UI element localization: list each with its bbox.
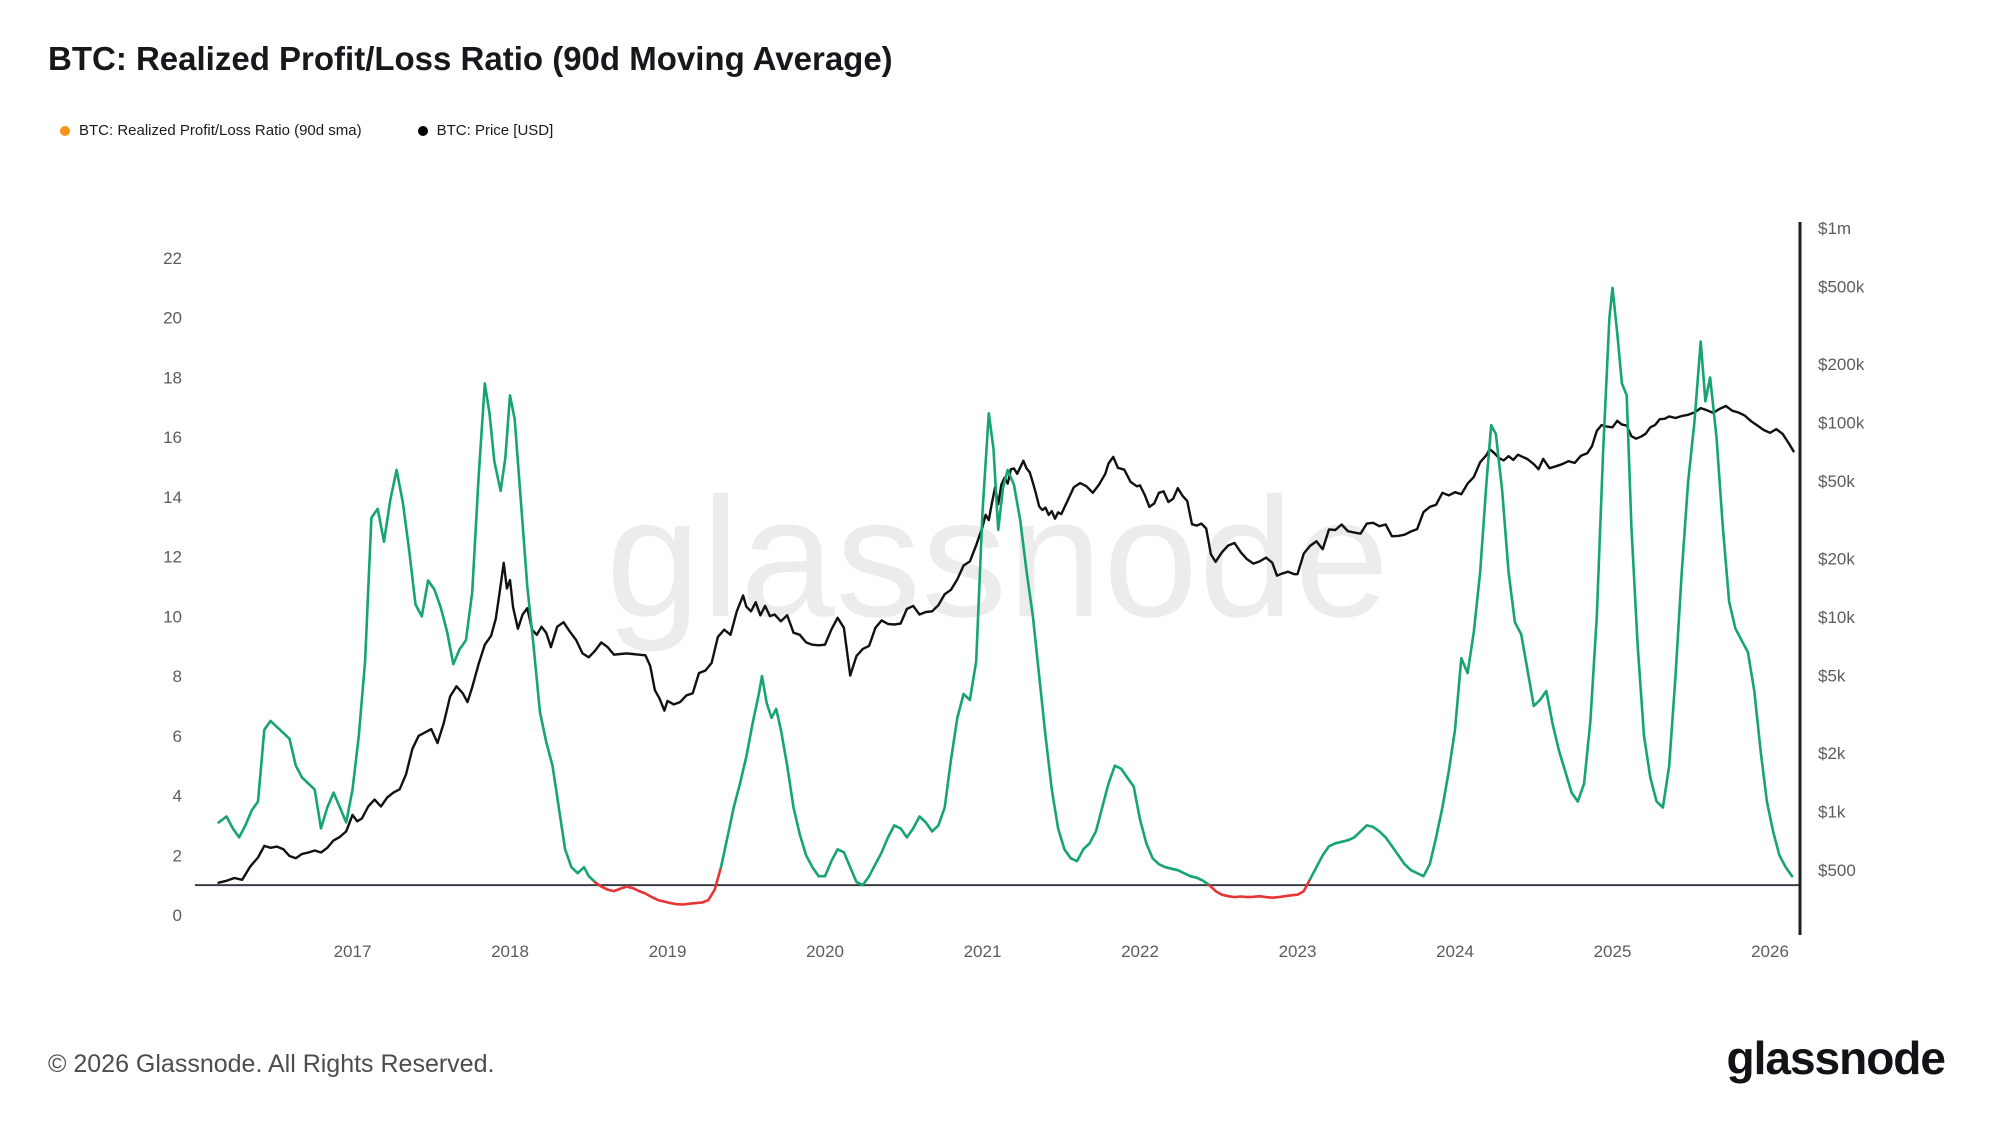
page-title: BTC: Realized Profit/Loss Ratio (90d Mov…	[48, 40, 893, 77]
right-tick-label: $50k	[1818, 472, 1855, 491]
legend-label-price: BTC: Price [USD]	[436, 122, 554, 139]
legend: BTC: Realized Profit/Loss Ratio (90d sma…	[60, 122, 553, 139]
right-tick-label: $5k	[1818, 667, 1846, 686]
ratio-line	[719, 412, 1211, 887]
left-tick-label: 18	[163, 369, 182, 388]
x-tick-label: 2022	[1121, 942, 1159, 961]
x-tick-label: 2023	[1279, 942, 1317, 961]
legend-dot-price-icon	[417, 125, 428, 136]
right-tick-label: $100k	[1818, 414, 1865, 433]
left-tick-label: 20	[163, 309, 182, 328]
ratio-line	[1308, 286, 1794, 881]
x-tick-label: 2020	[806, 942, 844, 961]
right-tick-label: $2k	[1818, 744, 1846, 763]
ratio-line	[1208, 877, 1312, 899]
legend-item-ratio[interactable]: BTC: Realized Profit/Loss Ratio (90d sma…	[60, 122, 362, 139]
left-tick-label: 22	[163, 249, 182, 268]
x-tick-label: 2019	[649, 942, 687, 961]
x-tick-label: 2025	[1594, 942, 1632, 961]
x-tick-label: 2024	[1436, 942, 1474, 961]
legend-label-ratio: BTC: Realized Profit/Loss Ratio (90d sma…	[79, 122, 362, 139]
left-tick-label: 8	[173, 667, 182, 686]
left-tick-label: 2	[173, 846, 182, 865]
ratio-line	[217, 382, 597, 884]
right-tick-label: $500k	[1818, 278, 1865, 297]
left-tick-label: 6	[173, 727, 182, 746]
right-tick-label: $10k	[1818, 608, 1855, 627]
right-tick-label: $1k	[1818, 803, 1846, 822]
right-tick-label: $1m	[1818, 219, 1851, 238]
price-line	[217, 404, 1795, 884]
x-tick-label: 2026	[1751, 942, 1789, 961]
x-tick-label: 2021	[964, 942, 1002, 961]
copyright-text: © 2026 Glassnode. All Rights Reserved.	[48, 1050, 495, 1078]
left-tick-label: 14	[163, 488, 182, 507]
glassnode-logo: glassnode	[1726, 1032, 1946, 1084]
right-tick-label: $20k	[1818, 549, 1855, 568]
left-tick-label: 12	[163, 548, 182, 567]
left-tick-label: 10	[163, 607, 182, 626]
right-tick-label: $500	[1818, 861, 1856, 880]
ratio-line	[593, 865, 723, 906]
left-tick-label: 0	[173, 906, 182, 925]
legend-dot-ratio-icon	[60, 125, 70, 136]
legend-item-price[interactable]: BTC: Price [USD]	[417, 122, 554, 139]
left-tick-label: 16	[163, 428, 182, 447]
x-tick-label: 2017	[334, 942, 372, 961]
right-tick-label: $200k	[1818, 355, 1865, 374]
x-tick-label: 2018	[491, 942, 529, 961]
left-tick-label: 4	[173, 787, 182, 806]
